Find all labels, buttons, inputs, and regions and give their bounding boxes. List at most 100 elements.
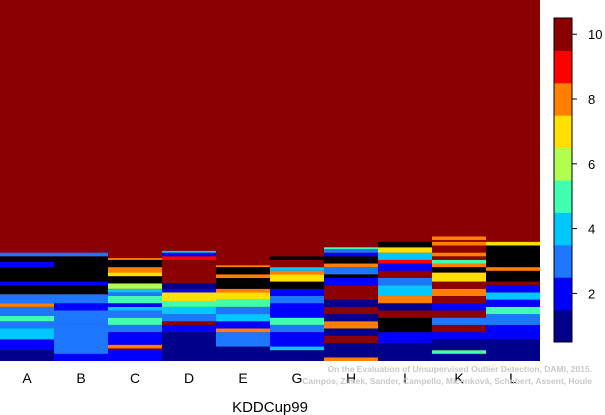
heatmap-cell-K-17 xyxy=(432,241,486,246)
colorbar: 2 4 6 8 10 xyxy=(553,17,602,343)
heatmap-cell-H-8 xyxy=(324,299,378,307)
heatmap-cell-A-11 xyxy=(0,261,54,268)
credit-line-2: Campos, Zimek, Sander, Campello, Micenko… xyxy=(302,376,592,386)
heatmap-cell-D-0 xyxy=(162,332,216,361)
heatmap-cell-D-2 xyxy=(162,321,216,325)
heatmap-cell-E-2 xyxy=(216,328,270,333)
x-tick-I: I xyxy=(403,370,407,386)
heatmap-cell-K-9 xyxy=(432,288,486,297)
heatmap-cell-L-10 xyxy=(486,245,540,268)
heatmap-cell-B-6 xyxy=(54,281,108,286)
heatmap-cell-D-5 xyxy=(162,301,216,307)
heatmap-cell-L-9 xyxy=(486,267,540,271)
heatmap-cell-I-4 xyxy=(378,303,432,311)
heatmap-cell-A-7 xyxy=(0,294,54,304)
heatmap-cell-A-5 xyxy=(0,306,54,316)
heatmap-cell-A-0 xyxy=(0,350,54,361)
heatmap-cell-H-1 xyxy=(324,342,378,358)
colorbar-tick-10: 10 xyxy=(588,27,602,42)
credit-line-1: On the Evaluation of Unsupervised Outlie… xyxy=(328,364,593,374)
heatmap-cell-D-4 xyxy=(162,306,216,315)
heatmap-cell-A-2 xyxy=(0,328,54,340)
heatmap-cell-B-0 xyxy=(54,353,108,361)
heatmap-cell-L-3 xyxy=(486,306,540,315)
heatmap-cell-K-8 xyxy=(432,296,486,304)
x-tick-E: E xyxy=(238,370,247,386)
heatmap-cell-G-9 xyxy=(270,274,324,282)
heatmap-cell-L-6 xyxy=(486,285,540,293)
heatmap-cell-G-4 xyxy=(270,317,324,325)
heatmap-cell-L-7 xyxy=(486,281,540,286)
heatmap-cell-C-12 xyxy=(108,276,162,284)
heatmap-cell-I-7 xyxy=(378,277,432,286)
heatmap-cell-G-15 xyxy=(270,225,324,228)
heatmap-cell-I-9 xyxy=(378,263,432,271)
heatmap-cell-C-17 xyxy=(108,238,162,241)
heatmap-cell-C-10 xyxy=(108,288,162,293)
heatmap-cell-A-13 xyxy=(0,252,54,257)
heatmap-cell-B-8 xyxy=(54,252,108,257)
heatmap-cell-K-18 xyxy=(432,236,486,241)
heatmap-cell-E-5 xyxy=(216,306,270,315)
heatmap-cell-G-7 xyxy=(270,288,324,297)
heatmap-cell-H-11 xyxy=(324,277,378,286)
colorbar-level-3 xyxy=(554,244,572,278)
heatmap-cell-I-11 xyxy=(378,252,432,260)
heatmap-cell-K-10 xyxy=(432,281,486,289)
heatmap-cell-C-6 xyxy=(108,306,162,311)
heatmap-cell-H-7 xyxy=(324,306,378,315)
heatmap-cell-C-3 xyxy=(108,324,162,333)
heatmap-cell-C-14 xyxy=(108,267,162,273)
heatmap-cell-K-19 xyxy=(432,232,486,235)
heatmap-cell-K-15 xyxy=(432,252,486,257)
heatmap-cell-E-12 xyxy=(216,265,270,268)
heatmap-cell-E-9 xyxy=(216,277,270,289)
heatmap-cell-G-1 xyxy=(270,346,324,351)
x-tick-G: G xyxy=(292,370,303,386)
heatmap-cell-K-13 xyxy=(432,263,486,268)
heatmap-cell-I-13 xyxy=(378,241,432,248)
colorbar-tick-2: 2 xyxy=(588,286,595,301)
colorbar-tick-8: 8 xyxy=(588,92,595,107)
heatmap-cell-H-13 xyxy=(324,267,378,275)
colorbar-level-9 xyxy=(554,50,572,84)
heatmap-cell-D-9 xyxy=(162,259,216,264)
heatmap-cell-G-5 xyxy=(270,303,324,318)
heatmap-cell-D-10 xyxy=(162,256,216,260)
heatmap-cell-A-1 xyxy=(0,339,54,351)
heatmap-cell-I-5 xyxy=(378,296,432,304)
heatmap-cell-E-8 xyxy=(216,288,270,293)
heatmap-cell-E-4 xyxy=(216,314,270,322)
heatmap-cell-I-12 xyxy=(378,247,432,253)
heatmap-cell-D-1 xyxy=(162,324,216,333)
heatmap-cell-G-12 xyxy=(270,259,324,268)
heatmap-cell-D-8 xyxy=(162,283,216,289)
colorbar-level-7 xyxy=(554,115,572,149)
heatmap-cell-I-3 xyxy=(378,310,432,318)
heatmap-cell-C-2 xyxy=(108,332,162,345)
heatmap-cell-B-1 xyxy=(54,324,108,354)
heatmap-cell-H-18 xyxy=(324,247,378,250)
heatmap-cell-D-11 xyxy=(162,252,216,257)
x-tick-H: H xyxy=(346,370,356,386)
heatmap-cell-B-9 xyxy=(54,223,108,226)
heatmap-cell-I-0 xyxy=(378,342,432,361)
heatmap-cell-D-12 xyxy=(162,250,216,253)
heatmap-cell-A-12 xyxy=(0,256,54,262)
heatmap-cell-H-14 xyxy=(324,263,378,268)
heatmap-cell-E-3 xyxy=(216,321,270,329)
heatmap-cell-B-3 xyxy=(54,303,108,311)
heatmap-cell-G-6 xyxy=(270,296,324,304)
heatmap-cell-H-4 xyxy=(324,324,378,329)
heatmap-cell-I-2 xyxy=(378,317,432,333)
heatmap-cell-A-6 xyxy=(0,303,54,307)
heatmap-cell-I-8 xyxy=(378,270,432,278)
heatmap-cell-H-15 xyxy=(324,256,378,264)
x-axis-label: KDDCup99 xyxy=(232,399,308,415)
heatmap-cell-K-11 xyxy=(432,272,486,282)
colorbar-tick-4: 4 xyxy=(588,222,595,237)
heatmap-cell-I-6 xyxy=(378,285,432,297)
heatmap-cell-H-2 xyxy=(324,335,378,343)
